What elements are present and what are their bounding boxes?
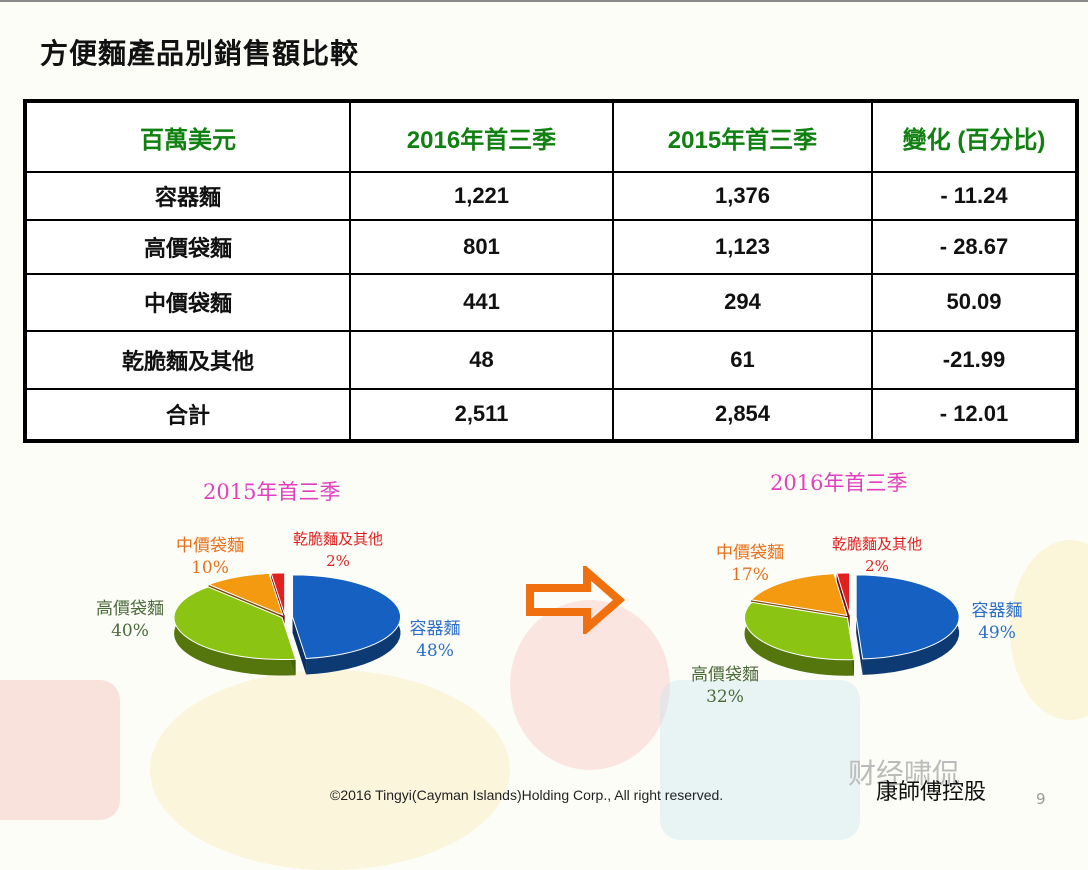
pie-label-mid-price: 中價袋麵 17% xyxy=(705,542,795,586)
arrow-right-icon xyxy=(526,566,625,634)
cell-2015: 1,123 xyxy=(612,219,873,276)
pie-label-crisp: 乾脆麵及其他 2% xyxy=(283,528,393,572)
slice-percent: 10% xyxy=(191,558,229,578)
cell-2015: 294 xyxy=(612,273,873,332)
cell-2016: 48 xyxy=(349,329,614,390)
slice-name: 中價袋麵 xyxy=(716,543,784,563)
pie-slice xyxy=(173,586,297,661)
watermark-text: 财经啸侃 xyxy=(848,757,961,790)
table-row: 中價袋麵 441 294 50.09 xyxy=(24,273,1078,332)
sales-table: 百萬美元 2016年首三季 2015年首三季 變化 (百分比) 容器麵 1,22… xyxy=(23,99,1079,443)
pie-label-high-price: 高價袋麵 40% xyxy=(85,598,175,642)
chart-title-2015: 2015年首三季 xyxy=(203,480,341,504)
slice-percent: 48% xyxy=(416,641,454,661)
page-number: 9 xyxy=(1036,790,1046,808)
slice-name: 高價袋麵 xyxy=(691,665,759,685)
pie-label-mid-price: 中價袋麵 10% xyxy=(165,535,255,579)
pie-slice xyxy=(855,574,960,660)
slice-name: 乾脆麵及其他 xyxy=(831,535,922,553)
cell-2016: 1,221 xyxy=(349,170,614,222)
slice-name: 乾脆麵及其他 xyxy=(292,530,383,548)
pie-label-crisp: 乾脆麵及其他 2% xyxy=(822,533,932,577)
pie-slice xyxy=(744,601,855,661)
cell-2015: 2,854 xyxy=(612,387,873,443)
slice-percent: 17% xyxy=(731,565,769,585)
pie-chart-2015 xyxy=(173,572,402,676)
pie-slice xyxy=(207,572,284,616)
copyright-footer: ©2016 Tingyi(Cayman Islands)Holding Corp… xyxy=(330,787,724,803)
header-2015: 2015年首三季 xyxy=(612,100,873,173)
pie-label-container: 容器麵 49% xyxy=(962,600,1032,644)
slice-percent: 40% xyxy=(111,621,149,641)
slice-name: 容器麵 xyxy=(409,619,461,639)
slice-name: 容器麵 xyxy=(971,601,1023,621)
slice-percent: 49% xyxy=(978,623,1016,643)
slice-percent: 2% xyxy=(865,557,889,575)
top-border-line xyxy=(0,0,1088,2)
table-header-row: 百萬美元 2016年首三季 2015年首三季 變化 (百分比) xyxy=(24,100,1078,173)
company-logo-text: 康師傅控股 xyxy=(876,780,987,805)
cell-change: - 28.67 xyxy=(871,219,1078,276)
cell-change: - 11.24 xyxy=(871,170,1078,222)
background-blob-teal xyxy=(660,680,860,840)
table-row: 乾脆麵及其他 48 61 -21.99 xyxy=(24,329,1078,390)
pie-slice-side xyxy=(744,602,854,676)
slide-title: 方便麵產品別銷售額比較 xyxy=(40,37,360,70)
row-label: 乾脆麵及其他 xyxy=(24,329,351,390)
header-unit: 百萬美元 xyxy=(24,100,351,173)
row-label: 容器麵 xyxy=(24,170,351,222)
table-row: 容器麵 1,221 1,376 - 11.24 xyxy=(24,170,1078,222)
table-row: 高價袋麵 801 1,123 - 28.67 xyxy=(24,219,1078,276)
pie-label-high-price: 高價袋麵 32% xyxy=(680,664,770,708)
pie-chart-2016 xyxy=(744,572,960,676)
cell-2016: 801 xyxy=(349,219,614,276)
cell-2015: 61 xyxy=(612,329,873,390)
pie-label-container: 容器麵 48% xyxy=(400,618,470,662)
pie-slice-wall xyxy=(856,616,863,675)
pie-slice-wall xyxy=(292,616,307,675)
slice-name: 高價袋麵 xyxy=(96,599,164,619)
table-row-total: 合計 2,511 2,854 - 12.01 xyxy=(24,387,1078,443)
cell-2016: 441 xyxy=(349,273,614,332)
row-label: 中價袋麵 xyxy=(24,273,351,332)
row-label: 合計 xyxy=(24,387,351,443)
cell-2015: 1,376 xyxy=(612,170,873,222)
cell-change: - 12.01 xyxy=(871,387,1078,443)
slice-name: 中價袋麵 xyxy=(176,536,244,556)
header-2016: 2016年首三季 xyxy=(349,100,614,173)
cell-change: 50.09 xyxy=(871,273,1078,332)
header-change: 變化 (百分比) xyxy=(871,100,1078,173)
background-blob-red xyxy=(0,680,120,820)
cell-change: -21.99 xyxy=(871,329,1078,390)
pie-slice xyxy=(836,572,851,616)
slice-percent: 2% xyxy=(326,552,350,570)
pie-slice xyxy=(292,574,402,660)
slice-percent: 32% xyxy=(706,687,744,707)
pie-slice xyxy=(270,572,286,616)
row-label: 高價袋麵 xyxy=(24,219,351,276)
pie-slice-side xyxy=(174,586,296,676)
cell-2016: 2,511 xyxy=(349,387,614,443)
chart-title-2016: 2016年首三季 xyxy=(770,471,908,495)
pie-slice xyxy=(750,573,848,616)
